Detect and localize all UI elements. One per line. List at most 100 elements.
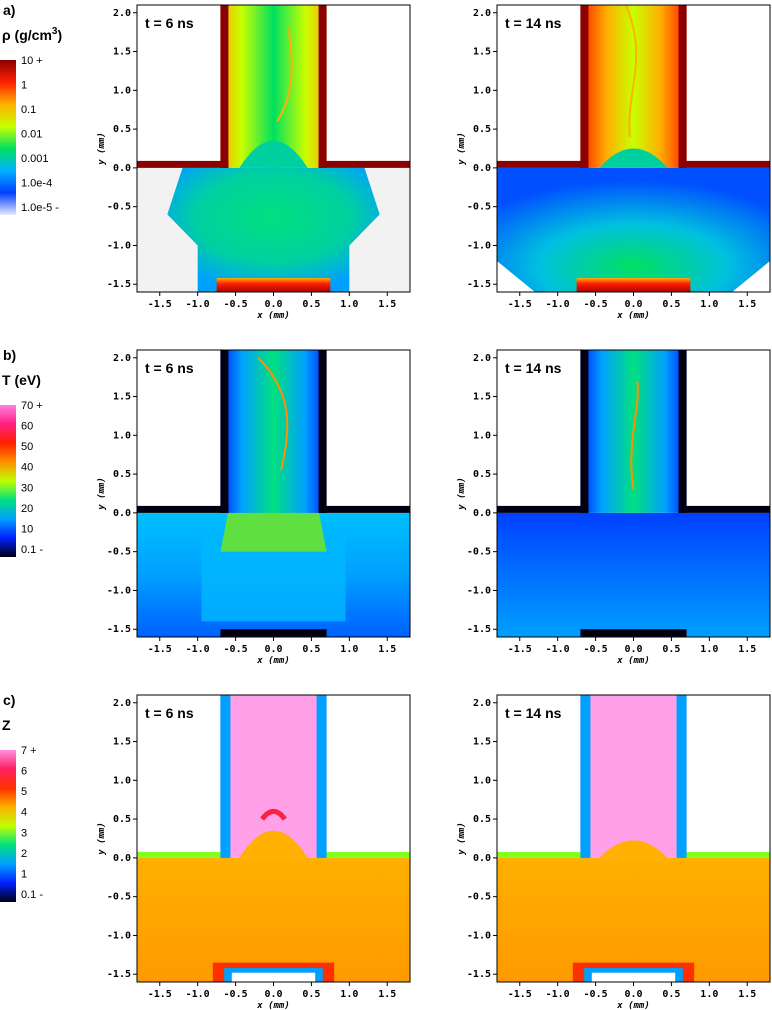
y-tick-label: 0.0 [473,163,491,174]
colorbar-tick-label: 40 [21,462,33,474]
y-tick-label: -1.5 [107,624,131,635]
x-tick-label: 1.5 [738,644,756,655]
quantity-label: Z [2,717,11,733]
y-tick-label: -1.0 [107,585,131,596]
y-tick-label: 0.0 [113,163,131,174]
x-tick-label: -1.5 [508,644,532,655]
colorbar-tick-label: 6 [21,766,27,778]
time-label: t = 6 ns [145,15,194,31]
x-tick-label: 0.5 [662,644,680,655]
y-tick-label: 2.0 [473,353,491,364]
y-tick-label: -1.5 [467,279,491,290]
y-axis-label: y (mm) [97,822,107,856]
colorbar-tick-label: 70 + [21,400,43,412]
x-tick-label: -0.5 [224,299,248,310]
field-map [137,350,410,637]
y-tick-label: -1.5 [467,969,491,980]
colorbar-tick-label: 0.1 - [21,889,43,901]
x-tick-label: 0.0 [264,644,282,655]
colorbar-tick-label: 1.0e-4 [21,178,52,190]
x-axis-label: x (mm) [616,311,650,321]
x-tick-label: -1.0 [186,644,210,655]
y-tick-label: -0.5 [107,202,131,213]
plot-right: t = 14 ns 2.0 1.5 1.0 0.5 0.0 -0.5 -1.0 -1.5 -1.5… [457,694,771,1010]
x-tick-label: -1.5 [148,299,172,310]
y-tick-label: 0.5 [473,124,491,135]
x-tick-label: -1.0 [546,299,570,310]
panel-b: b) T (eV) 70 + 60 50 40 30 20 10 0.1 - t = 6 ns 2.0… [0,347,771,666]
x-tick-label: 0.0 [624,989,642,1000]
colorbar-tick-label: 30 [21,482,33,494]
plot-left: t = 6 ns 2.0 1.5 1.0 0.5 0.0 -0.5 -1.0 -1.5 -1.5 -… [97,694,411,1010]
y-tick-label: -0.5 [467,202,491,213]
y-axis-label: y (mm) [457,132,467,166]
x-tick-label: 1.5 [738,299,756,310]
x-tick-label: -1.5 [148,989,172,1000]
x-tick-label: -1.5 [508,989,532,1000]
y-tick-label: -1.5 [467,624,491,635]
colorbar-tick-label: 0.1 - [21,544,43,556]
y-tick-label: 0.5 [113,469,131,480]
x-tick-label: -0.5 [224,989,248,1000]
y-tick-label: -1.0 [467,585,491,596]
colorbar-tick-label: 10 + [21,55,43,67]
x-tick-label: 0.5 [302,989,320,1000]
plot-right: t = 14 ns 2.0 1.5 1.0 0.5 0.0 -0.5 -1.0 -1.5 -1.5… [457,349,771,666]
x-axis-label: x (mm) [256,656,290,666]
colorbar-tick-label: 50 [21,441,33,453]
colorbar-tick-label: 3 [21,827,27,839]
y-tick-label: 1.5 [113,392,131,403]
y-tick-label: 1.0 [473,430,491,441]
field-map [497,350,770,637]
y-tick-label: 1.5 [473,47,491,58]
plot-left: t = 6 ns 2.0 1.5 1.0 0.5 0.0 -0.5 -1.0 -1.5 -1.5 -… [97,4,411,321]
y-tick-label: 2.0 [473,698,491,709]
time-label: t = 14 ns [505,705,562,721]
x-tick-label: 0.0 [624,299,642,310]
y-tick-label: 2.0 [113,698,131,709]
plot-left: t = 6 ns 2.0 1.5 1.0 0.5 0.0 -0.5 -1.0 -1.5 -1.5 -… [97,349,411,666]
x-tick-label: 1.5 [378,989,396,1000]
y-tick-label: 0.0 [473,853,491,864]
colorbar [0,405,16,557]
y-tick-label: 0.0 [473,508,491,519]
y-axis-label: y (mm) [457,477,467,511]
colorbar-tick-label: 1.0e-5 - [21,202,59,214]
x-tick-label: -0.5 [584,989,608,1000]
x-tick-label: -1.0 [546,989,570,1000]
y-tick-label: 1.0 [113,775,131,786]
x-tick-label: 1.0 [700,644,718,655]
x-tick-label: 0.5 [302,299,320,310]
y-tick-label: 1.5 [113,47,131,58]
x-tick-label: 0.5 [662,989,680,1000]
y-axis-label: y (mm) [97,132,107,166]
y-tick-label: 0.5 [113,124,131,135]
x-tick-label: -1.5 [508,299,532,310]
y-tick-label: -0.5 [107,547,131,558]
y-tick-label: 1.0 [473,85,491,96]
y-tick-label: 0.0 [113,508,131,519]
colorbar [0,750,16,902]
y-tick-label: 2.0 [113,353,131,364]
field-map [497,695,770,982]
x-tick-label: -1.0 [186,989,210,1000]
colorbar-tick-label: 4 [21,807,27,819]
x-tick-label: 0.0 [264,299,282,310]
y-tick-label: 1.0 [113,430,131,441]
y-tick-label: -1.0 [107,930,131,941]
colorbar-tick-label: 5 [21,786,27,798]
x-tick-label: -0.5 [584,299,608,310]
y-tick-label: -1.0 [467,930,491,941]
time-label: t = 6 ns [145,705,194,721]
x-tick-label: 0.0 [624,644,642,655]
panel-a: a) ρ (g/cm3) 10 + 1 0.1 0.01 0.001 1.0e-4 1.0e-5… [0,2,771,321]
x-axis-label: x (mm) [616,1001,650,1010]
quantity-label: ρ (g/cm3) [2,26,62,43]
colorbar-tick-label: 2 [21,848,27,860]
colorbar-tick-label: 60 [21,421,33,433]
y-tick-label: -1.5 [107,969,131,980]
x-tick-label: 1.5 [738,989,756,1000]
y-tick-label: -0.5 [467,892,491,903]
colorbar-tick-label: 1 [21,80,27,92]
